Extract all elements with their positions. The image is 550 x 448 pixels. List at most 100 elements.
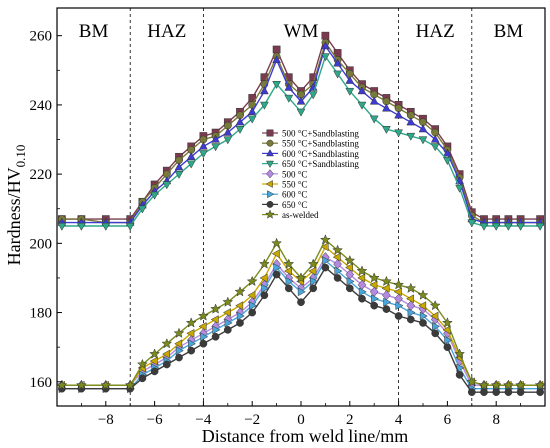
data-point xyxy=(246,275,258,287)
data-point xyxy=(418,136,428,145)
data-point xyxy=(297,287,306,297)
data-point xyxy=(185,317,197,328)
data-point xyxy=(101,222,111,231)
data-point xyxy=(394,129,403,138)
data-point xyxy=(308,91,318,100)
data-point xyxy=(382,305,391,313)
data-point xyxy=(405,294,414,304)
data-point xyxy=(77,222,86,231)
data-point xyxy=(368,272,380,283)
data-point xyxy=(285,277,294,286)
data-point xyxy=(272,45,281,54)
y-tick-label: 260 xyxy=(30,29,53,45)
data-point xyxy=(284,82,294,91)
data-point xyxy=(431,329,440,338)
data-point xyxy=(248,308,257,317)
data-point xyxy=(441,317,453,328)
x-tick-label: −8 xyxy=(98,412,114,428)
data-point xyxy=(199,150,208,159)
series-8 xyxy=(56,234,546,390)
data-point xyxy=(261,283,270,293)
data-point xyxy=(321,41,330,50)
data-point xyxy=(346,277,355,286)
data-point xyxy=(516,388,525,397)
data-point xyxy=(308,266,317,276)
data-point xyxy=(320,242,329,252)
data-point xyxy=(406,117,416,126)
data-point xyxy=(235,301,244,311)
data-point xyxy=(371,294,380,304)
data-point xyxy=(222,308,231,317)
data-point xyxy=(418,301,427,311)
data-point xyxy=(478,379,490,390)
data-point xyxy=(393,287,402,297)
region-label: BM xyxy=(494,21,524,42)
y-tick-label: 160 xyxy=(30,375,53,391)
data-point xyxy=(332,244,344,255)
data-point xyxy=(186,151,196,160)
data-point xyxy=(357,101,367,110)
y-tick-label: 220 xyxy=(30,167,53,183)
data-point xyxy=(272,55,281,64)
data-point xyxy=(454,348,466,359)
data-point xyxy=(236,319,244,327)
legend-label: 550 °C xyxy=(282,180,307,190)
data-point xyxy=(150,191,159,200)
data-point xyxy=(369,96,379,105)
axes: −8 −6 −4 −2 0 2 4 6 8 160 180 200 220 240 260 xyxy=(30,29,521,428)
data-point xyxy=(417,289,429,300)
legend-marker xyxy=(265,180,273,188)
data-point xyxy=(150,367,159,376)
data-point xyxy=(467,388,476,397)
data-point xyxy=(333,58,342,67)
data-point xyxy=(260,101,269,110)
data-point xyxy=(321,31,330,40)
legend-marker xyxy=(266,139,274,147)
data-point xyxy=(332,252,341,262)
x-tick-label: −6 xyxy=(147,412,163,428)
y-axis-title-sub: 0.10 xyxy=(13,145,28,168)
data-point xyxy=(455,371,464,379)
data-point xyxy=(357,273,366,283)
data-point xyxy=(467,219,477,228)
data-point xyxy=(406,132,416,141)
data-point xyxy=(211,332,220,341)
data-point xyxy=(432,322,441,331)
data-point xyxy=(149,348,161,359)
data-point xyxy=(234,286,246,297)
data-point xyxy=(504,388,513,397)
data-point xyxy=(430,134,440,143)
data-point xyxy=(259,273,268,283)
data-point xyxy=(235,117,245,126)
data-point xyxy=(175,353,183,362)
data-point xyxy=(100,379,112,390)
legend-label: 500 °C+Sandblasting xyxy=(282,129,359,139)
data-point xyxy=(430,143,440,152)
data-point xyxy=(297,298,305,307)
data-point xyxy=(345,75,355,84)
data-point xyxy=(210,303,222,314)
data-point xyxy=(296,108,306,117)
data-point xyxy=(395,301,404,311)
data-point xyxy=(149,356,158,366)
data-point xyxy=(444,335,453,345)
legend-label: as-welded xyxy=(282,210,319,220)
data-point xyxy=(223,136,233,145)
data-point xyxy=(394,312,403,320)
legend-label: 650 °C+Sandblasting xyxy=(282,159,359,169)
legend-marker xyxy=(266,149,274,157)
data-point xyxy=(174,339,183,349)
data-point xyxy=(295,272,307,283)
data-point xyxy=(345,284,354,293)
data-point xyxy=(162,181,172,190)
x-axis-title: Distance from weld line/mm xyxy=(202,426,408,446)
data-point xyxy=(161,349,170,359)
data-point xyxy=(369,115,379,124)
data-point xyxy=(211,143,220,152)
data-point xyxy=(197,310,209,321)
legend-label: 500 °C xyxy=(282,169,307,179)
data-point xyxy=(247,290,256,300)
data-point xyxy=(272,270,281,279)
data-point xyxy=(383,297,392,307)
